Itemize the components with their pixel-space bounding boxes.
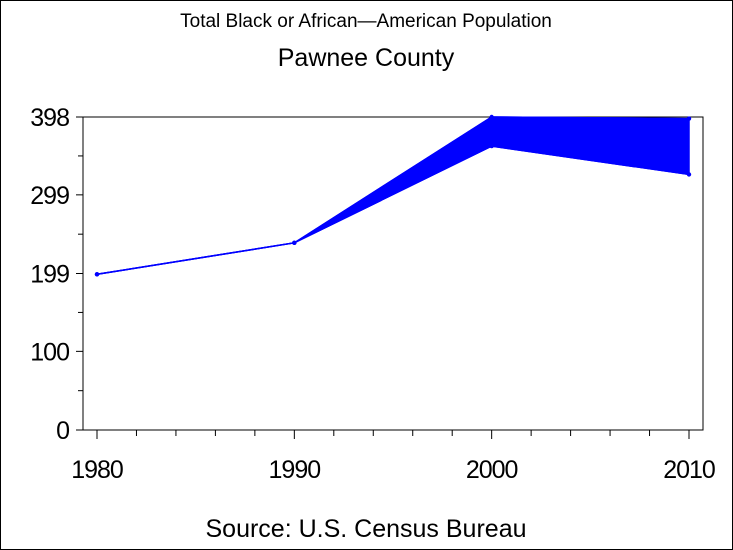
data-point: [686, 116, 692, 121]
y-tick-label: 0: [56, 417, 69, 445]
data-point: [94, 272, 100, 277]
data-point: [489, 143, 494, 149]
y-tick-label: 100: [30, 338, 69, 366]
data-point: [489, 114, 494, 120]
chart-subtitle: Pawnee County: [278, 44, 455, 72]
x-tick-label: 2010: [663, 456, 715, 484]
data-point: [686, 172, 692, 177]
range-band: [96, 116, 690, 276]
x-tick-label: 2000: [466, 456, 518, 484]
series-line-lower: [96, 145, 690, 276]
chart-source: Source: U.S. Census Bureau: [206, 515, 527, 543]
x-tick-label: 1980: [71, 456, 123, 484]
y-tick-label: 398: [30, 104, 69, 132]
data-point: [292, 240, 297, 246]
y-tick-label: 199: [30, 261, 69, 289]
y-tick-label: 299: [30, 182, 69, 210]
chart-title: Total Black or African—American Populati…: [180, 11, 552, 32]
plot-area: [82, 116, 704, 431]
x-tick-label: 1990: [269, 456, 321, 484]
